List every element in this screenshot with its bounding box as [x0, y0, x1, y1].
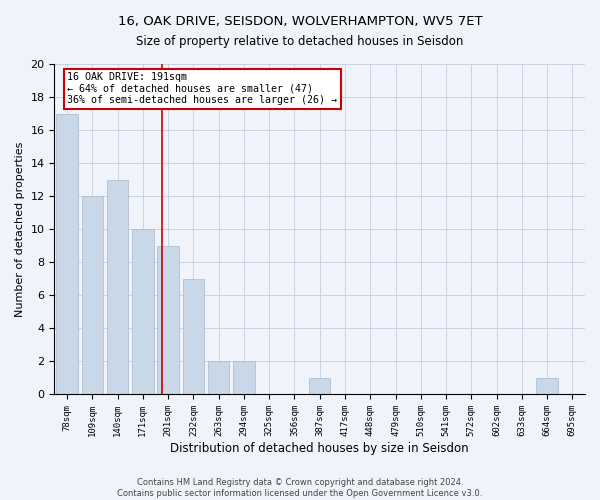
- Bar: [82, 196, 103, 394]
- Bar: [107, 180, 128, 394]
- Bar: [309, 378, 331, 394]
- Y-axis label: Number of detached properties: Number of detached properties: [15, 142, 25, 317]
- Text: Contains HM Land Registry data © Crown copyright and database right 2024.
Contai: Contains HM Land Registry data © Crown c…: [118, 478, 482, 498]
- Bar: [208, 362, 229, 394]
- Bar: [536, 378, 558, 394]
- Text: Size of property relative to detached houses in Seisdon: Size of property relative to detached ho…: [136, 35, 464, 48]
- Bar: [182, 279, 204, 394]
- Text: 16 OAK DRIVE: 191sqm
← 64% of detached houses are smaller (47)
36% of semi-detac: 16 OAK DRIVE: 191sqm ← 64% of detached h…: [67, 72, 337, 106]
- Bar: [132, 229, 154, 394]
- Bar: [56, 114, 78, 394]
- Bar: [233, 362, 254, 394]
- X-axis label: Distribution of detached houses by size in Seisdon: Distribution of detached houses by size …: [170, 442, 469, 455]
- Bar: [157, 246, 179, 394]
- Text: 16, OAK DRIVE, SEISDON, WOLVERHAMPTON, WV5 7ET: 16, OAK DRIVE, SEISDON, WOLVERHAMPTON, W…: [118, 15, 482, 28]
